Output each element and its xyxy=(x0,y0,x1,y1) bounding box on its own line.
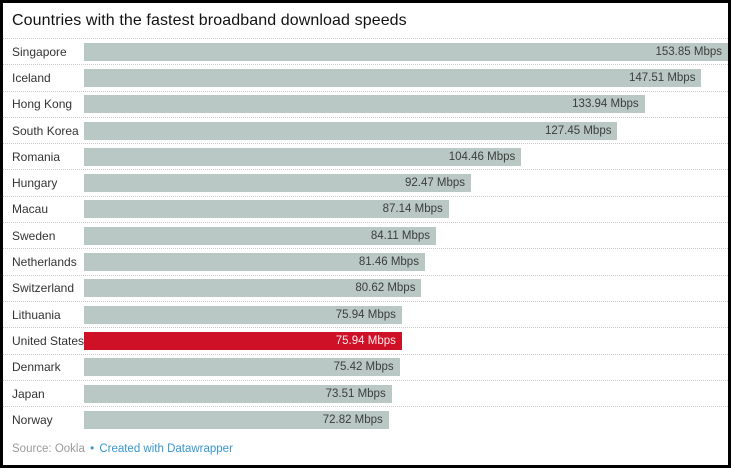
bar-value-label: 75.42 Mbps xyxy=(333,361,394,374)
bar-fill: 87.14 Mbps xyxy=(84,200,449,219)
country-label: Japan xyxy=(12,386,45,401)
bar-fill: 92.47 Mbps xyxy=(84,174,472,193)
bar-row: Japan 73.51 Mbps xyxy=(3,379,728,406)
bar-value-label: 73.51 Mbps xyxy=(325,387,386,400)
bar-row: Iceland 147.51 Mbps xyxy=(3,64,728,90)
bar-track: 92.47 Mbps xyxy=(84,174,728,193)
country-label: Netherlands xyxy=(12,255,77,270)
country-label: Sweden xyxy=(12,228,56,243)
bar-track: 81.46 Mbps xyxy=(84,253,728,272)
bar-row: Hungary 92.47 Mbps xyxy=(3,169,728,195)
country-label: Singapore xyxy=(12,44,67,59)
bar-track: 153.85 Mbps xyxy=(84,42,728,61)
bar-row: Macau 87.14 Mbps xyxy=(3,195,728,222)
bar-track: 127.45 Mbps xyxy=(84,121,728,140)
country-label: South Korea xyxy=(12,123,79,138)
bar-value-label: 147.51 Mbps xyxy=(628,71,696,84)
bar-fill-highlighted: 75.94 Mbps xyxy=(84,331,402,350)
bar-fill: 127.45 Mbps xyxy=(84,121,618,140)
country-label: Lithuania xyxy=(12,307,61,322)
source-label: Source: Ookla xyxy=(12,443,85,456)
bar-fill: 133.94 Mbps xyxy=(84,95,645,114)
bar-value-label: 87.14 Mbps xyxy=(382,203,443,216)
bar-value-label: 104.46 Mbps xyxy=(448,150,516,163)
country-label: United States xyxy=(12,333,84,348)
bar-fill: 73.51 Mbps xyxy=(84,384,392,403)
bar-track: 75.42 Mbps xyxy=(84,358,728,377)
bar-value-label: 127.45 Mbps xyxy=(544,124,612,137)
bar-value-label: 72.82 Mbps xyxy=(322,413,383,426)
bar-fill: 84.11 Mbps xyxy=(84,226,437,245)
datawrapper-credit-link[interactable]: Created with Datawrapper xyxy=(99,443,233,456)
bar-track: 75.94 Mbps xyxy=(84,305,728,324)
bar-row: Netherlands 81.46 Mbps xyxy=(3,248,728,274)
bar-value-label: 80.62 Mbps xyxy=(355,282,416,295)
bar-value-label: 75.94 Mbps xyxy=(335,334,396,347)
bar-row: United States 75.94 Mbps xyxy=(3,327,728,353)
bar-fill: 104.46 Mbps xyxy=(84,147,522,166)
bar-fill: 75.42 Mbps xyxy=(84,358,400,377)
bar-value-label: 133.94 Mbps xyxy=(572,98,639,111)
bar-fill: 153.85 Mbps xyxy=(84,42,728,61)
country-label: Iceland xyxy=(12,70,51,85)
bar-row: Switzerland 80.62 Mbps xyxy=(3,274,728,301)
bar-track: 133.94 Mbps xyxy=(84,95,728,114)
bar-track: 73.51 Mbps xyxy=(84,384,728,403)
bar-chart: Singapore 153.85 Mbps Iceland 147.51 Mbps Ho… xyxy=(3,38,728,432)
chart-title: Countries with the fastest broadband dow… xyxy=(12,12,407,29)
footer-separator: • xyxy=(90,443,95,456)
bar-fill: 72.82 Mbps xyxy=(84,410,389,429)
country-label: Romania xyxy=(12,149,61,164)
bar-track: 72.82 Mbps xyxy=(84,410,728,429)
country-label: Hong Kong xyxy=(12,97,73,112)
bar-row: Hong Kong 133.94 Mbps xyxy=(3,90,728,117)
bar-row: Norway 72.82 Mbps xyxy=(3,406,728,432)
country-label: Norway xyxy=(12,412,53,427)
bar-track: 75.94 Mbps xyxy=(84,331,728,350)
bar-row: South Korea 127.45 Mbps xyxy=(3,116,728,143)
bar-value-label: 153.85 Mbps xyxy=(655,45,723,58)
bar-track: 147.51 Mbps xyxy=(84,68,728,87)
bar-value-label: 75.94 Mbps xyxy=(335,308,396,321)
bar-fill: 75.94 Mbps xyxy=(84,305,402,324)
bar-value-label: 92.47 Mbps xyxy=(404,177,466,190)
country-label: Macau xyxy=(12,202,49,217)
bar-track: 84.11 Mbps xyxy=(84,226,728,245)
bar-value-label: 84.11 Mbps xyxy=(370,229,431,242)
bar-track: 104.46 Mbps xyxy=(84,147,728,166)
country-label: Switzerland xyxy=(12,281,75,296)
bar-row: Sweden 84.11 Mbps xyxy=(3,222,728,248)
bar-row: Denmark 75.42 Mbps xyxy=(3,353,728,380)
bar-fill: 81.46 Mbps xyxy=(84,253,425,272)
bar-track: 87.14 Mbps xyxy=(84,200,728,219)
chart-footer: Source: Ookla • Created with Datawrapper xyxy=(3,443,728,455)
bar-track: 80.62 Mbps xyxy=(84,279,728,298)
bar-value-label: 81.46 Mbps xyxy=(358,256,419,269)
bar-fill: 80.62 Mbps xyxy=(84,279,422,298)
bar-row: Romania 104.46 Mbps xyxy=(3,143,728,169)
country-label: Hungary xyxy=(12,176,58,191)
bar-row: Singapore 153.85 Mbps xyxy=(3,38,728,64)
bar-fill: 147.51 Mbps xyxy=(84,68,702,87)
country-label: Denmark xyxy=(12,360,61,375)
bar-row: Lithuania 75.94 Mbps xyxy=(3,300,728,327)
